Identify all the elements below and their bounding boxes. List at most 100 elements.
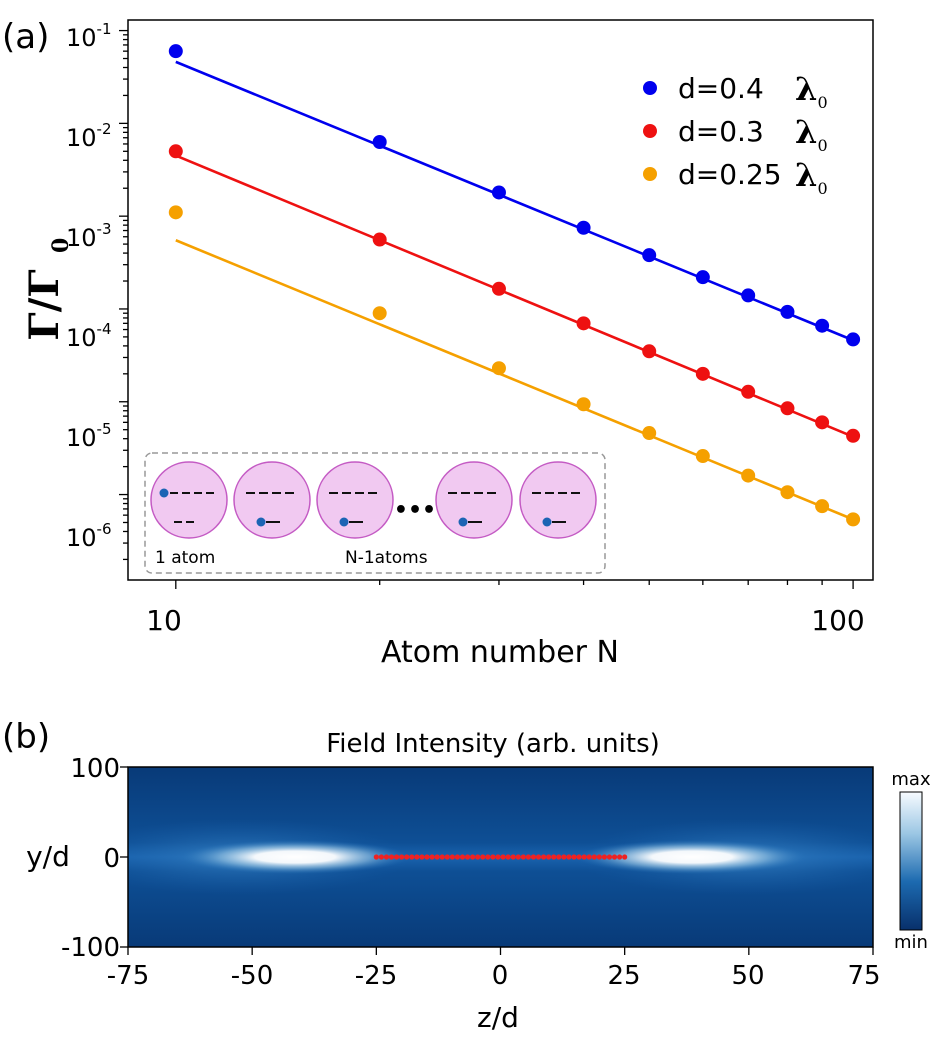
electron-dot: [458, 517, 468, 527]
legend: d=0.4 λ0 d=0.3 λ0 d=0.25 λ0: [643, 70, 828, 198]
colorbar-min-label: min: [894, 932, 928, 953]
chain-atom: [475, 854, 481, 860]
data-point-series-2-n70: [741, 468, 756, 483]
chain-atom: [520, 854, 526, 860]
colorbar: max min: [891, 769, 931, 953]
heatmap: [128, 767, 873, 947]
panel-b-title: Field Intensity (arb. units): [326, 729, 660, 759]
chain-atom: [546, 854, 552, 860]
chain-atom: [556, 854, 562, 860]
chain-atom: [540, 854, 547, 860]
colorbar-max-label: max: [891, 769, 931, 790]
heatmap-lobe-right: [577, 840, 807, 874]
panel-a-axes: [127, 19, 874, 581]
panel-b-label: (b): [2, 717, 50, 757]
y-tick-label-minus-100: -100: [61, 933, 120, 963]
fit-line-1: [175, 154, 854, 438]
z-tick-label-25: 25: [607, 961, 640, 991]
legend-label-d025: d=0.25: [678, 158, 782, 191]
legend-marker-d03: [643, 124, 657, 138]
legend-lambda-d03: λ0: [795, 113, 828, 155]
chain-atom: [525, 854, 531, 860]
data-point-series-0-n60: [695, 270, 710, 285]
chain-atom: [464, 854, 471, 860]
chain-atom: [601, 854, 607, 860]
chain-atom: [444, 854, 450, 860]
legend-entry-d03: d=0.3 λ0: [643, 113, 828, 155]
chain-atom: [505, 854, 511, 860]
inset-ellipsis: •••: [394, 498, 436, 523]
chain-atom: [551, 854, 557, 860]
chain-atom: [439, 854, 445, 860]
legend-lambda-d04: λ0: [795, 70, 828, 112]
legend-label-d03: d=0.3: [678, 115, 764, 148]
chain-atom: [459, 854, 466, 860]
legend-lambda-d025: λ0: [795, 156, 828, 198]
data-points: [168, 44, 861, 527]
data-point-series-0-n90: [815, 318, 830, 333]
chain-atom: [510, 854, 516, 860]
data-point-series-1-n30: [491, 281, 506, 296]
inset-atom-5: [519, 461, 597, 539]
data-point-series-0-n10: [168, 44, 183, 59]
atom-circle: [435, 461, 513, 539]
x-tick-label-100: 100: [811, 604, 864, 637]
chain-atom: [561, 854, 567, 860]
atom-circle: [316, 461, 394, 539]
chain-atom: [424, 854, 430, 860]
data-point-series-0-n20: [372, 134, 387, 149]
chain-atom: [622, 854, 628, 860]
data-point-series-1-n90: [815, 415, 830, 430]
data-point-series-2-n50: [642, 426, 657, 441]
z-tick-label-50: 50: [731, 961, 764, 991]
chain-atom: [535, 854, 542, 860]
chain-atom: [591, 854, 597, 860]
y-tick-labels: 10-1 10-2 10-3 10-4 10-5 10-6: [66, 20, 112, 552]
atom-circle: [150, 461, 228, 539]
fit-line-0: [175, 60, 854, 342]
inset-label-n-minus-1-atoms: N-1atoms: [345, 548, 428, 568]
chain-atom: [388, 854, 395, 860]
panel-b-x-axis-label: z/d: [477, 1001, 519, 1034]
y-tick-label-1e-2: 10-2: [66, 120, 112, 152]
chain-atom: [399, 854, 405, 860]
chain-atom: [596, 854, 602, 860]
data-point-series-1-n60: [695, 366, 710, 381]
legend-entry-d04: d=0.4 λ0: [643, 70, 828, 112]
chain-atom: [419, 854, 425, 860]
inset-diagram: ••• 1 atom N-1atoms: [144, 452, 606, 574]
data-point-series-2-n10: [168, 205, 183, 220]
chain-atom: [454, 854, 461, 860]
chain-atom: [409, 854, 415, 860]
legend-marker-d04: [643, 81, 657, 95]
chain-atom: [434, 854, 440, 860]
electron-dot: [159, 488, 169, 498]
electron-dot: [256, 517, 266, 527]
x-tick-label-10: 10: [146, 604, 182, 637]
y-tick-label-1e-5: 10-5: [66, 420, 112, 452]
z-tick-label-minus-25: -25: [355, 961, 397, 991]
chain-atom: [586, 854, 592, 860]
data-point-series-2-n30: [491, 361, 506, 376]
y-tick-label-1e-3: 10-3: [66, 220, 112, 252]
data-point-series-1-n40: [576, 316, 591, 331]
chain-atom: [606, 854, 613, 860]
y-tick-label-1e-4: 10-4: [66, 320, 112, 352]
chain-atom: [566, 854, 572, 860]
data-point-series-1-n20: [372, 232, 387, 247]
data-point-series-2-n90: [815, 499, 830, 514]
inset-atom-1: [150, 461, 228, 539]
data-point-series-2-n100: [846, 512, 861, 527]
chain-atom: [449, 854, 455, 860]
fit-line-2: [175, 239, 854, 521]
chain-atom: [394, 854, 400, 860]
panel-a-label: (a): [2, 17, 49, 57]
panel-a-frame: [127, 19, 874, 581]
z-tick-label-0: 0: [492, 961, 509, 991]
atom-circle: [233, 461, 311, 539]
chain-atom: [470, 854, 476, 860]
y-tick-label-1e-1: 10-1: [66, 20, 112, 52]
chain-atom: [378, 854, 385, 860]
x-axis-label: Atom number N: [381, 635, 619, 670]
